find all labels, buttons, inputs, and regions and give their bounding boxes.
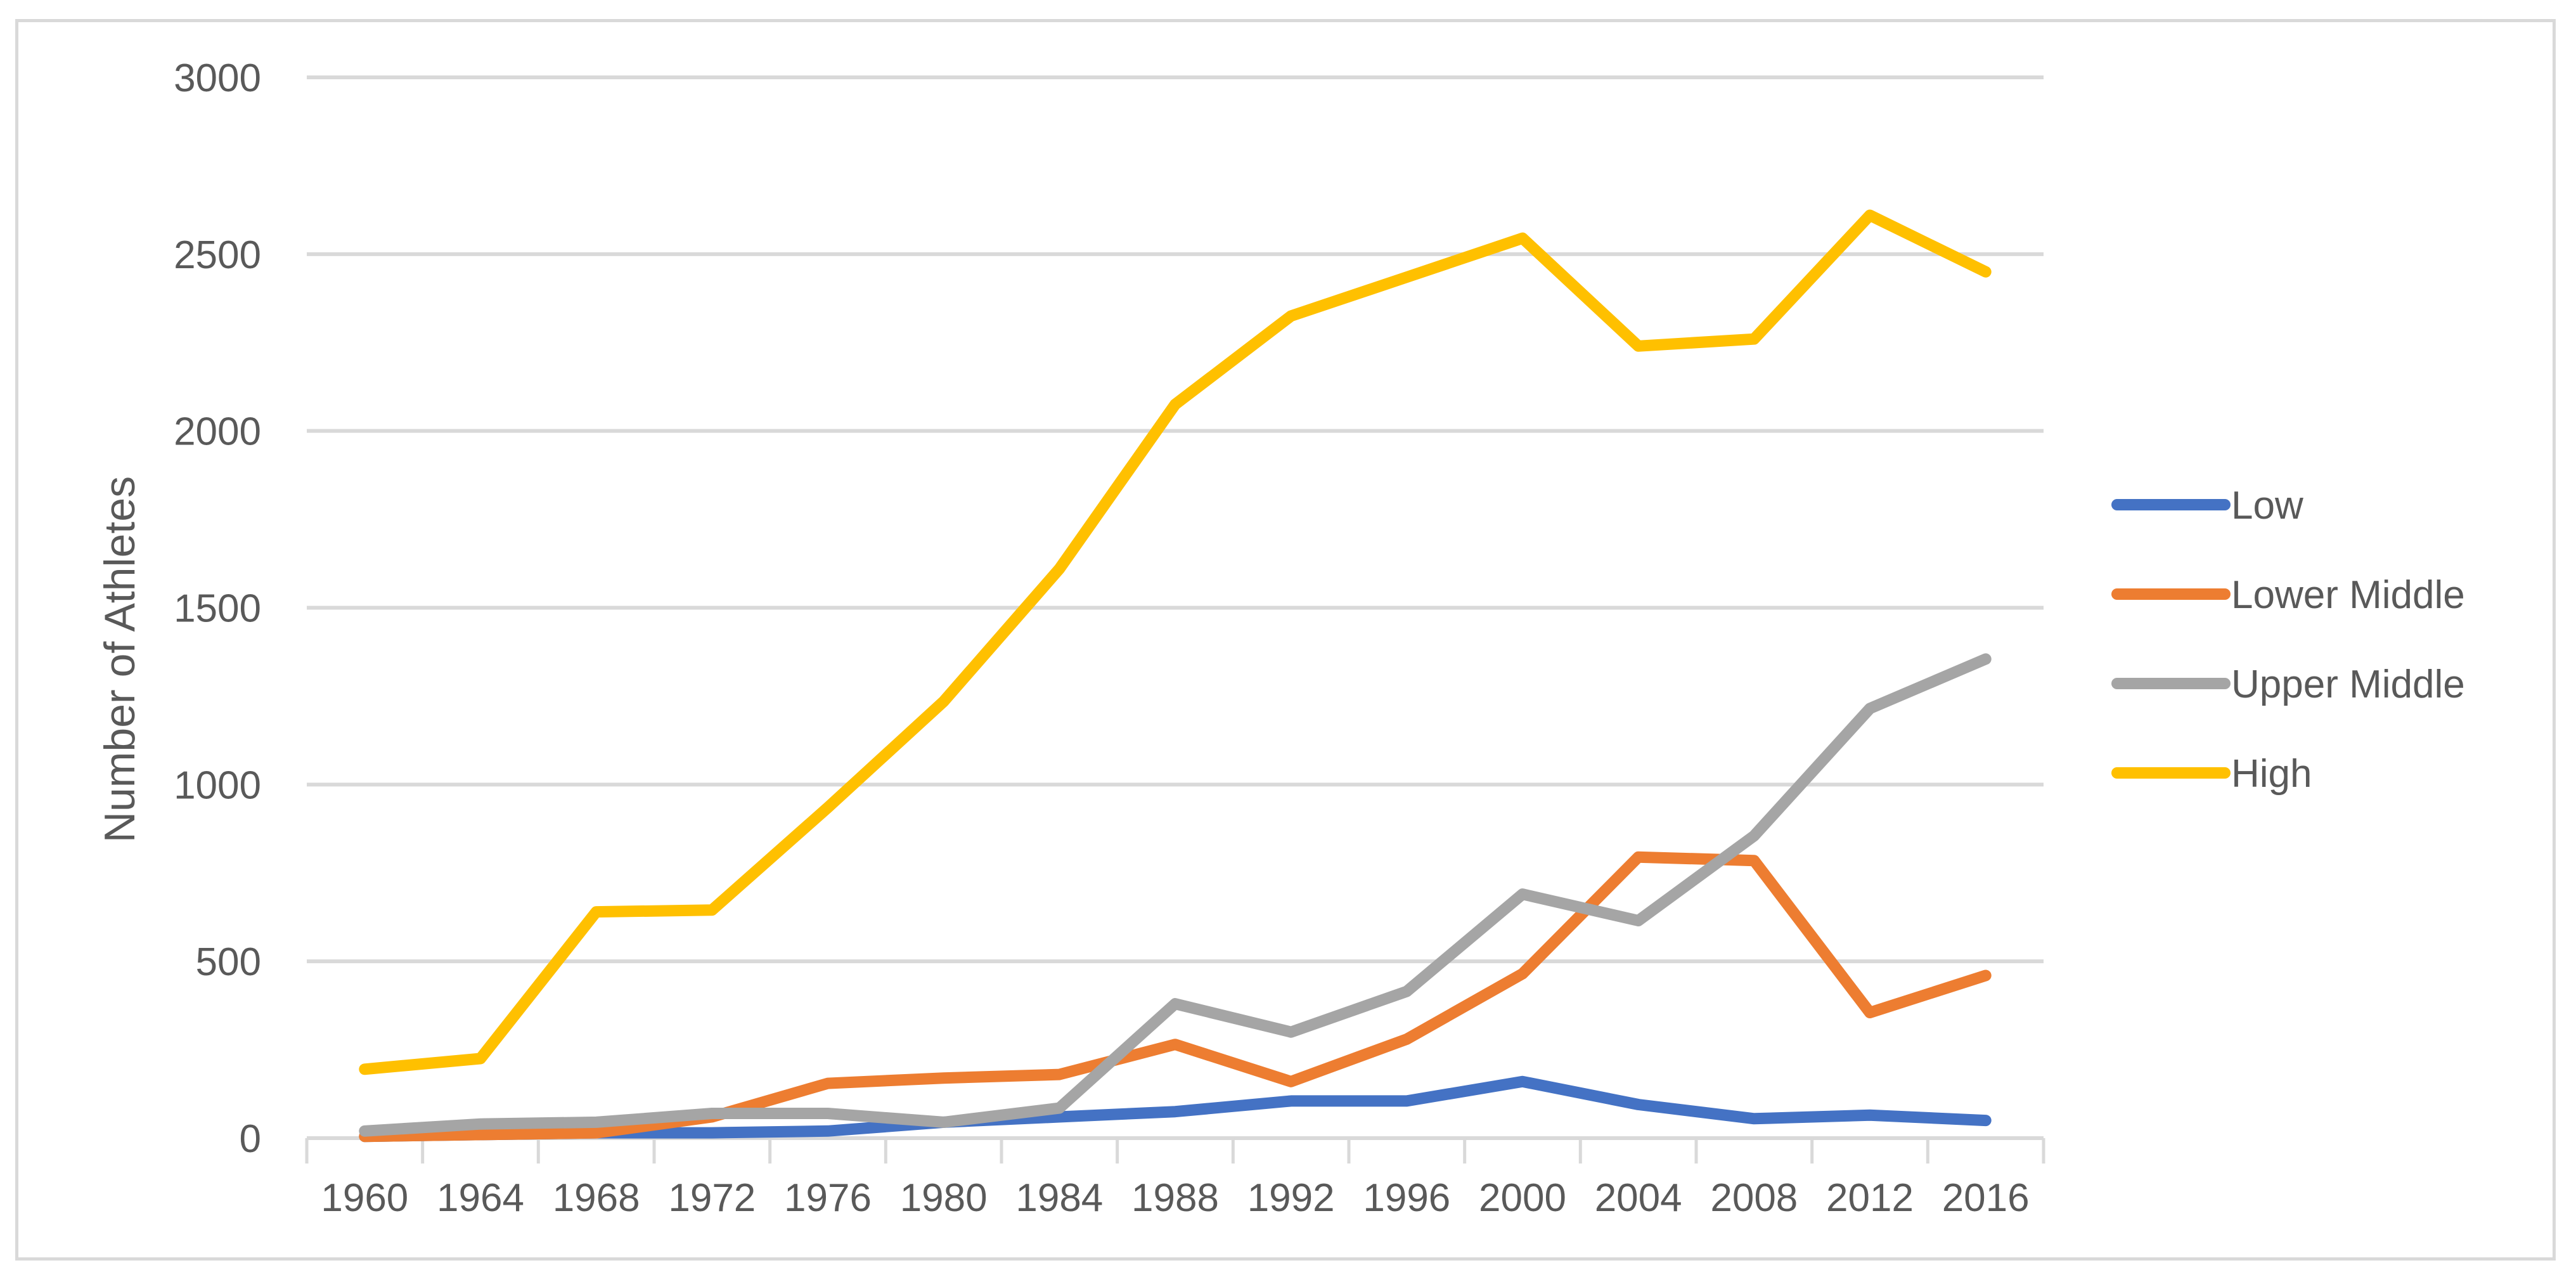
x-tick-label-2008: 2008 (1710, 1176, 1798, 1220)
legend-label-high: High (2231, 752, 2312, 796)
legend-label-lower-middle: Lower Middle (2231, 573, 2465, 617)
x-tick-label-1980: 1980 (900, 1176, 988, 1220)
chart-frame (15, 19, 2556, 1261)
x-tick-label-2000: 2000 (1479, 1176, 1566, 1220)
legend-label-low: Low (2231, 484, 2303, 528)
x-axis: 1960 1964 1968 1972 1976 1980 1984 1988 1992 1996… (305, 1136, 2045, 1220)
y-tick-label-3000: 3000 (174, 56, 261, 100)
y-tick-label-1000: 1000 (174, 763, 261, 807)
gridlines (307, 75, 2044, 964)
x-tick-label-1960: 1960 (321, 1176, 408, 1220)
legend: Low Lower Middle Upper Middle High (2111, 484, 2465, 796)
y-tick-label-0: 0 (240, 1117, 261, 1161)
x-tick-label-1984: 1984 (1015, 1176, 1103, 1220)
x-tick-label-1976: 1976 (784, 1176, 872, 1220)
series-line-upper-middle (359, 653, 1992, 1137)
legend-label-upper-middle: Upper Middle (2231, 663, 2465, 706)
x-tick-label-1996: 1996 (1363, 1176, 1450, 1220)
x-tick-label-1968: 1968 (553, 1176, 640, 1220)
series-line-lower-middle (359, 851, 1992, 1143)
x-tick-label-2012: 2012 (1826, 1176, 1914, 1220)
x-tick-label-1964: 1964 (437, 1176, 524, 1220)
series-line-high (359, 209, 1992, 1075)
y-axis-tick-labels: 0 500 1000 1500 2000 2500 3000 (174, 56, 261, 1161)
x-tick-label-2016: 2016 (1942, 1176, 2030, 1220)
x-tick-label-1988: 1988 (1131, 1176, 1219, 1220)
y-tick-label-1500: 1500 (174, 587, 261, 631)
y-tick-label-2000: 2000 (174, 410, 261, 454)
x-tick-label-2004: 2004 (1595, 1176, 1682, 1220)
y-axis-label: Number of Athletes (96, 476, 144, 843)
x-tick-label-1992: 1992 (1247, 1176, 1335, 1220)
series-lines (359, 209, 1992, 1143)
y-tick-label-2500: 2500 (174, 233, 261, 277)
y-tick-label-500: 500 (196, 940, 261, 984)
x-tick-label-1972: 1972 (668, 1176, 756, 1220)
